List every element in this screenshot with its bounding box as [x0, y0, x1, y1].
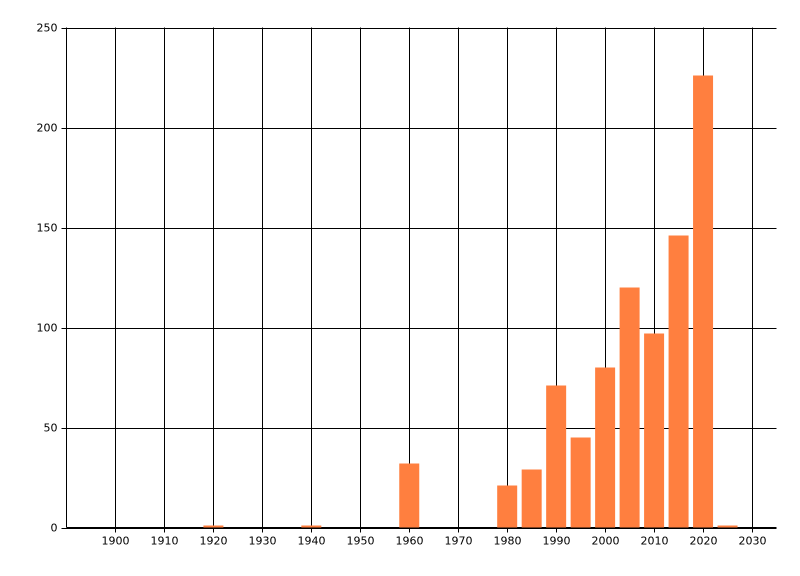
bar: [399, 463, 420, 528]
x-tick-label: 1960: [396, 535, 424, 548]
bar: [717, 525, 738, 528]
y-tick-label: 50: [44, 422, 58, 435]
bar: [644, 333, 665, 528]
x-tick-label: 2030: [739, 535, 767, 548]
y-tick-label: 100: [37, 322, 58, 335]
y-tick-label: 0: [51, 522, 58, 535]
x-tick-label: 1940: [298, 535, 326, 548]
bar: [570, 437, 591, 528]
bar: [595, 367, 616, 528]
x-tick-label: 1930: [249, 535, 277, 548]
x-tick-label: 2020: [690, 535, 718, 548]
y-tick-label: 250: [37, 22, 58, 35]
x-tick-label: 1920: [200, 535, 228, 548]
x-tick-label: 1990: [543, 535, 571, 548]
bar: [521, 469, 542, 528]
x-tick-label: 1950: [347, 535, 375, 548]
bar: [668, 235, 689, 528]
x-tick-label: 2000: [592, 535, 620, 548]
x-tick-label: 1970: [445, 535, 473, 548]
bar: [619, 287, 640, 528]
bar: [497, 485, 518, 528]
x-tick-label: 1910: [151, 535, 179, 548]
bar: [693, 75, 714, 528]
bar: [203, 525, 224, 528]
bar: [546, 385, 567, 528]
y-tick-label: 150: [37, 222, 58, 235]
x-tick-label: 1900: [102, 535, 130, 548]
x-tick-label: 2010: [641, 535, 669, 548]
x-tick-label: 1980: [494, 535, 522, 548]
y-tick-label: 200: [37, 122, 58, 135]
bar: [301, 525, 322, 528]
